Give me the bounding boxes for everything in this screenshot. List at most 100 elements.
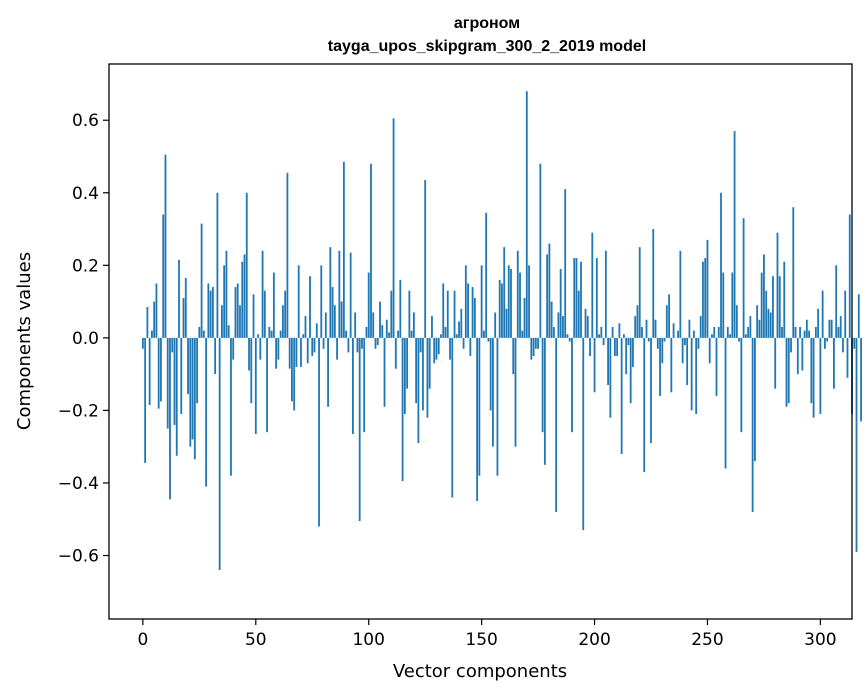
bar	[510, 268, 512, 338]
bar	[756, 305, 759, 338]
bar	[266, 337, 268, 433]
y-axis-ticks: −0.6 −0.4 −0.2 0.0 0.2 0.4 0.6	[58, 111, 109, 567]
bar	[406, 337, 409, 389]
bar	[677, 330, 680, 338]
bar	[300, 337, 302, 367]
bar	[327, 337, 329, 407]
bar	[717, 326, 720, 338]
bar	[528, 265, 530, 338]
bar	[234, 287, 237, 338]
bar	[729, 334, 731, 338]
bar	[230, 337, 232, 476]
bar	[512, 337, 515, 375]
bar	[819, 337, 822, 415]
bar	[218, 337, 221, 571]
bar	[151, 330, 153, 338]
bar	[284, 290, 287, 338]
bar	[227, 325, 230, 338]
bar	[225, 250, 228, 338]
bar	[433, 337, 436, 364]
bar	[749, 316, 752, 338]
bar	[455, 334, 458, 338]
y-tick-label: 0.2	[72, 256, 99, 276]
bar	[209, 290, 212, 338]
bar	[699, 316, 702, 338]
bar	[164, 154, 167, 338]
bar	[309, 276, 311, 338]
bar	[376, 337, 379, 346]
bar	[331, 287, 334, 338]
bar	[580, 261, 582, 338]
bar	[541, 337, 544, 433]
y-tick-label: −0.4	[58, 474, 99, 494]
bar	[232, 337, 235, 360]
bar	[198, 326, 201, 338]
bar	[706, 239, 709, 338]
bar	[279, 330, 282, 338]
bar	[324, 312, 327, 338]
bar	[546, 254, 549, 338]
bar	[530, 337, 533, 360]
bar	[354, 312, 357, 338]
bar	[532, 337, 535, 357]
bar	[516, 250, 519, 338]
bar	[604, 250, 607, 338]
bar	[469, 337, 472, 357]
bar	[451, 337, 454, 498]
y-tick-label: 0.6	[72, 111, 99, 131]
bar	[582, 337, 585, 531]
bar	[702, 261, 704, 338]
bar	[571, 337, 573, 433]
bar	[478, 337, 481, 476]
bar	[627, 337, 630, 346]
y-axis-label: Components values	[14, 252, 35, 430]
bar	[297, 265, 300, 338]
x-tick-label: 200	[578, 630, 610, 650]
bar	[857, 294, 860, 338]
bar	[408, 290, 411, 338]
bar	[476, 337, 479, 502]
bar	[178, 259, 180, 338]
bar	[216, 192, 219, 338]
bar	[600, 326, 603, 338]
bar	[288, 337, 291, 369]
bar	[347, 337, 350, 353]
bar	[609, 337, 612, 418]
bar	[523, 297, 526, 338]
bar	[329, 247, 332, 338]
bar	[182, 297, 185, 338]
bar	[830, 319, 833, 338]
bar	[494, 312, 497, 338]
bar	[826, 337, 829, 342]
bar	[860, 337, 862, 422]
bar	[668, 294, 670, 338]
bar	[390, 290, 393, 338]
bar	[772, 276, 774, 338]
bar	[557, 312, 560, 338]
bar	[286, 172, 289, 338]
bar	[322, 337, 325, 349]
bar	[275, 337, 278, 369]
bar	[778, 276, 781, 338]
bar	[442, 283, 445, 338]
bar	[774, 337, 777, 389]
bar	[634, 316, 637, 338]
bar	[796, 337, 799, 375]
bar	[620, 337, 623, 454]
bar	[471, 287, 474, 338]
bar	[446, 290, 449, 338]
bar	[487, 337, 490, 342]
chart-title: агроном	[454, 15, 520, 32]
bar	[175, 337, 178, 456]
bar	[146, 307, 149, 338]
bar	[340, 301, 343, 338]
bar	[686, 337, 689, 386]
bar	[740, 337, 743, 433]
bar	[781, 326, 783, 338]
bar	[189, 337, 192, 447]
bar	[584, 308, 587, 338]
bar	[184, 278, 187, 338]
bar	[733, 131, 736, 338]
bar	[652, 229, 655, 338]
